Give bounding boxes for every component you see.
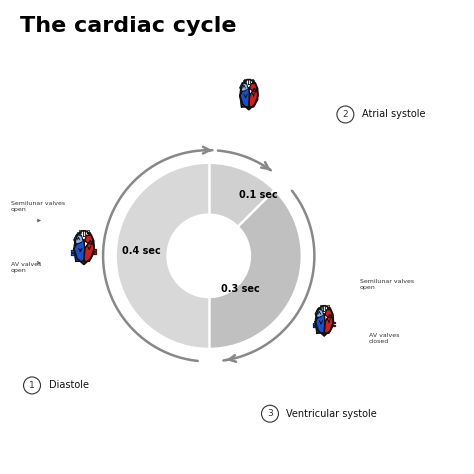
Text: Atrial systole: Atrial systole	[362, 109, 425, 119]
Polygon shape	[240, 83, 248, 91]
Polygon shape	[324, 315, 333, 333]
Text: 1: 1	[29, 381, 35, 390]
Polygon shape	[319, 307, 320, 309]
Polygon shape	[253, 81, 255, 83]
Polygon shape	[327, 305, 328, 308]
Polygon shape	[323, 333, 326, 336]
Text: Diastole: Diastole	[48, 381, 89, 391]
Polygon shape	[242, 84, 247, 90]
Circle shape	[166, 213, 251, 298]
Text: 0.1 sec: 0.1 sec	[239, 190, 278, 200]
Polygon shape	[247, 107, 250, 109]
Polygon shape	[333, 322, 336, 323]
Polygon shape	[323, 305, 325, 310]
Wedge shape	[117, 164, 209, 348]
Polygon shape	[74, 235, 83, 244]
Polygon shape	[313, 323, 315, 325]
Polygon shape	[315, 309, 323, 318]
Text: Semilunar valves
open: Semilunar valves open	[11, 201, 65, 212]
Circle shape	[262, 405, 278, 422]
Polygon shape	[74, 240, 85, 261]
Text: Ventricular systole: Ventricular systole	[286, 409, 377, 419]
Text: Semilunar valves
open: Semilunar valves open	[359, 279, 414, 290]
Text: 3: 3	[267, 409, 273, 418]
Polygon shape	[71, 253, 74, 255]
Polygon shape	[325, 310, 332, 318]
Text: AV valves
open: AV valves open	[11, 262, 41, 273]
Polygon shape	[240, 88, 250, 107]
Circle shape	[337, 106, 354, 123]
Text: 0.4 sec: 0.4 sec	[121, 246, 160, 256]
Polygon shape	[79, 230, 81, 233]
Polygon shape	[243, 81, 245, 83]
Wedge shape	[209, 191, 301, 348]
Polygon shape	[333, 325, 336, 326]
Polygon shape	[244, 79, 246, 82]
Circle shape	[24, 377, 40, 394]
Polygon shape	[248, 79, 250, 84]
Polygon shape	[87, 230, 89, 233]
Polygon shape	[315, 314, 325, 333]
Polygon shape	[88, 232, 90, 235]
Polygon shape	[319, 305, 321, 308]
Polygon shape	[249, 89, 257, 107]
Wedge shape	[209, 164, 273, 256]
Polygon shape	[85, 236, 93, 244]
Polygon shape	[83, 230, 85, 236]
Polygon shape	[313, 326, 315, 328]
Text: 0.3 sec: 0.3 sec	[220, 284, 259, 294]
Text: 2: 2	[343, 110, 348, 119]
Polygon shape	[252, 79, 253, 82]
Polygon shape	[250, 83, 257, 91]
Polygon shape	[77, 232, 80, 235]
Polygon shape	[82, 261, 86, 264]
Polygon shape	[84, 241, 94, 261]
Polygon shape	[94, 252, 96, 254]
Polygon shape	[71, 250, 74, 252]
Polygon shape	[317, 310, 322, 316]
Text: AV valves
closed: AV valves closed	[369, 333, 399, 344]
Polygon shape	[328, 307, 330, 309]
Polygon shape	[94, 249, 96, 251]
Polygon shape	[76, 236, 82, 243]
Text: The cardiac cycle: The cardiac cycle	[20, 16, 237, 36]
